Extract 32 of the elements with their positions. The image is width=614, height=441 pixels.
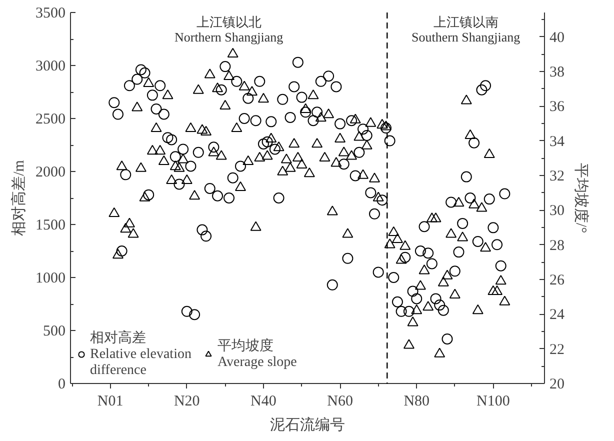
y-tick-label: 0 xyxy=(58,376,66,392)
y2-tick-label: 28 xyxy=(550,238,564,254)
y2-tick-label: 30 xyxy=(550,203,564,220)
x-tick-label: N100 xyxy=(476,394,510,410)
x-tick-label: N01 xyxy=(97,394,124,410)
y2-tick-label: 20 xyxy=(550,376,564,392)
y2-tick-label: 34 xyxy=(550,134,565,150)
y2-tick-label: 24 xyxy=(550,307,565,324)
y-tick-label: 1500 xyxy=(36,218,66,234)
y2-axis-title: 平均坡度/° xyxy=(572,162,590,234)
y2-tick-label: 22 xyxy=(550,342,564,358)
y-tick-label: 3500 xyxy=(36,6,66,22)
y-tick-label: 2000 xyxy=(36,164,66,180)
annotation: 上江镇以北 Northern Shangjiang xyxy=(174,14,284,44)
x-tick-label: N40 xyxy=(250,394,276,410)
y-tick-label: 2500 xyxy=(36,112,66,128)
y2-tick-label: 38 xyxy=(550,64,564,80)
y2-tick-label: 26 xyxy=(550,272,565,288)
annotation: 上江镇以南 Southern Shangjiang xyxy=(411,14,521,44)
y-tick-label: 500 xyxy=(43,324,66,340)
y2-tick-label: 36 xyxy=(550,99,565,116)
y2-tick-label: 32 xyxy=(550,168,564,184)
y-axis-title: 相对高差/m xyxy=(10,160,28,236)
y-tick-label: 3000 xyxy=(36,58,66,74)
x-tick-label: N80 xyxy=(404,394,430,410)
legend-label: 相对高差 Relative elevation difference xyxy=(90,329,192,379)
legend-label: 平均坡度 Average slope xyxy=(217,337,297,371)
y2-tick-label: 40 xyxy=(550,30,564,46)
x-tick-label: N60 xyxy=(327,394,353,410)
y-tick-label: 1000 xyxy=(36,270,66,286)
x-axis-title: 泥石流编号 xyxy=(270,416,345,434)
x-tick-label: N20 xyxy=(174,394,200,410)
